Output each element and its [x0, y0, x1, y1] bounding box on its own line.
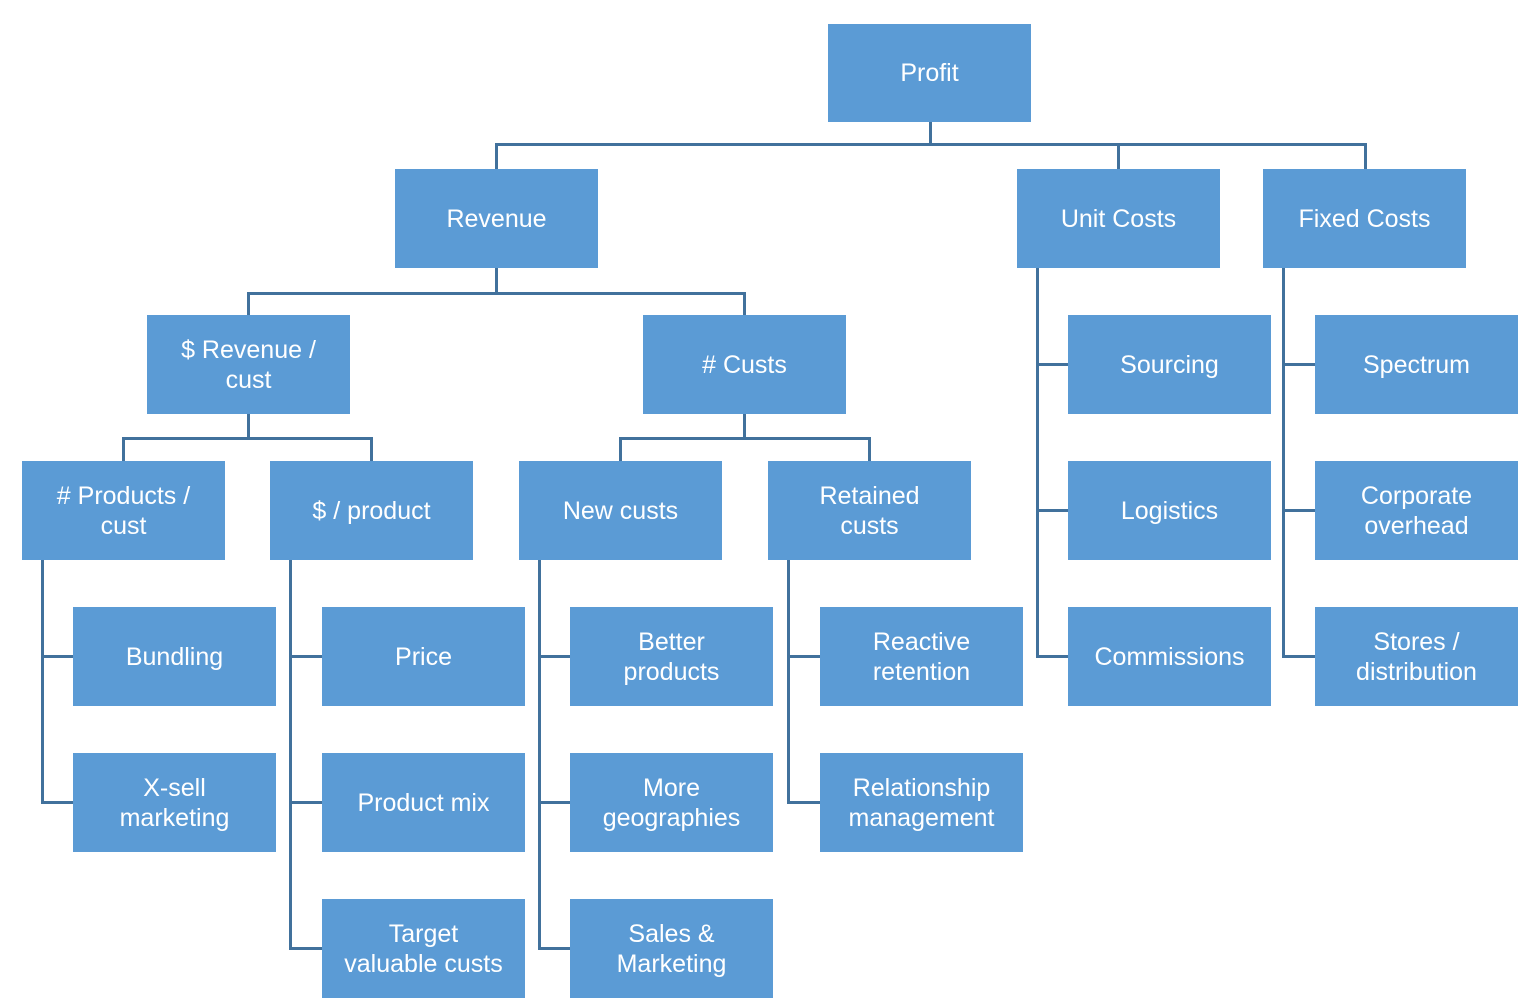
node-revenue-per-cust: $ Revenue / cust [147, 315, 350, 414]
connector [495, 268, 498, 292]
connector [247, 292, 250, 315]
node-target-valuable-custs: Target valuable custs [322, 899, 525, 998]
connector [41, 560, 44, 804]
connector [538, 947, 570, 950]
node-dollars-per-product: $ / product [270, 461, 473, 560]
connector [1036, 268, 1039, 658]
connector [929, 122, 932, 143]
node-logistics: Logistics [1068, 461, 1271, 560]
connector [1036, 509, 1068, 512]
node-relationship-management: Relationship management [820, 753, 1023, 852]
connector [868, 437, 871, 461]
connector [1282, 268, 1285, 658]
node-profit: Profit [828, 24, 1031, 122]
node-price: Price [322, 607, 525, 706]
node-commissions: Commissions [1068, 607, 1271, 706]
connector [787, 801, 820, 804]
connector [289, 947, 322, 950]
connector [787, 655, 820, 658]
connector [743, 414, 746, 437]
connector [495, 143, 498, 169]
connector [1036, 363, 1068, 366]
node-xsell-marketing: X-sell marketing [73, 753, 276, 852]
node-spectrum: Spectrum [1315, 315, 1518, 414]
node-product-mix: Product mix [322, 753, 525, 852]
node-sales-marketing: Sales & Marketing [570, 899, 773, 998]
connector [619, 437, 871, 440]
connector [1282, 363, 1315, 366]
connector [538, 655, 570, 658]
node-reactive-retention: Reactive retention [820, 607, 1023, 706]
connector [370, 437, 373, 461]
connector [289, 655, 322, 658]
connector [1036, 655, 1068, 658]
connector [122, 437, 125, 461]
node-fixed-costs: Fixed Costs [1263, 169, 1466, 268]
connector [1282, 655, 1315, 658]
node-stores-distribution: Stores / distribution [1315, 607, 1518, 706]
connector [247, 292, 746, 295]
connector [289, 560, 292, 950]
node-corporate-overhead: Corporate overhead [1315, 461, 1518, 560]
node-better-products: Better products [570, 607, 773, 706]
connector [538, 560, 541, 950]
node-unit-costs: Unit Costs [1017, 169, 1220, 268]
connector [495, 143, 1367, 146]
connector [41, 801, 73, 804]
connector [41, 655, 73, 658]
node-new-custs: New custs [519, 461, 722, 560]
connector [247, 414, 250, 437]
connector [619, 437, 622, 461]
connector [1364, 143, 1367, 169]
connector [743, 292, 746, 315]
node-sourcing: Sourcing [1068, 315, 1271, 414]
node-revenue: Revenue [395, 169, 598, 268]
connector [1282, 509, 1315, 512]
node-num-custs: # Custs [643, 315, 846, 414]
node-products-per-cust: # Products / cust [22, 461, 225, 560]
connector [122, 437, 373, 440]
node-retained-custs: Retained custs [768, 461, 971, 560]
connector [1117, 143, 1120, 169]
node-more-geographies: More geographies [570, 753, 773, 852]
connector [787, 560, 790, 804]
connector [538, 801, 570, 804]
node-bundling: Bundling [73, 607, 276, 706]
connector [289, 801, 322, 804]
